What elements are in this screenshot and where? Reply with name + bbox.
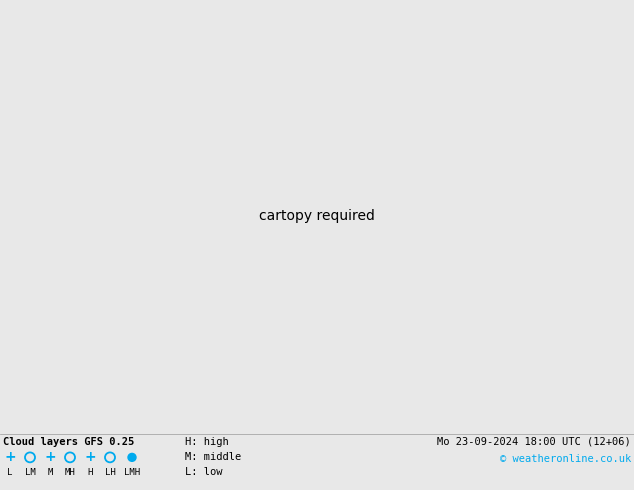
Text: +: +	[44, 450, 56, 465]
Text: L: low: L: low	[185, 467, 223, 477]
Text: Cloud layers GFS 0.25: Cloud layers GFS 0.25	[3, 437, 134, 446]
Text: LMH: LMH	[124, 468, 140, 477]
Text: MH: MH	[65, 468, 75, 477]
Text: cartopy required: cartopy required	[259, 209, 375, 222]
Text: LH: LH	[105, 468, 115, 477]
Text: +: +	[84, 450, 96, 465]
Text: L: L	[8, 468, 13, 477]
Text: © weatheronline.co.uk: © weatheronline.co.uk	[500, 454, 631, 465]
Text: +: +	[4, 450, 16, 465]
Text: M: M	[48, 468, 53, 477]
Circle shape	[128, 453, 136, 461]
Text: LM: LM	[25, 468, 36, 477]
Text: H: high: H: high	[185, 437, 229, 446]
Text: Mo 23-09-2024 18:00 UTC (12+06): Mo 23-09-2024 18:00 UTC (12+06)	[437, 437, 631, 446]
Text: M: middle: M: middle	[185, 452, 242, 463]
Text: H: H	[87, 468, 93, 477]
